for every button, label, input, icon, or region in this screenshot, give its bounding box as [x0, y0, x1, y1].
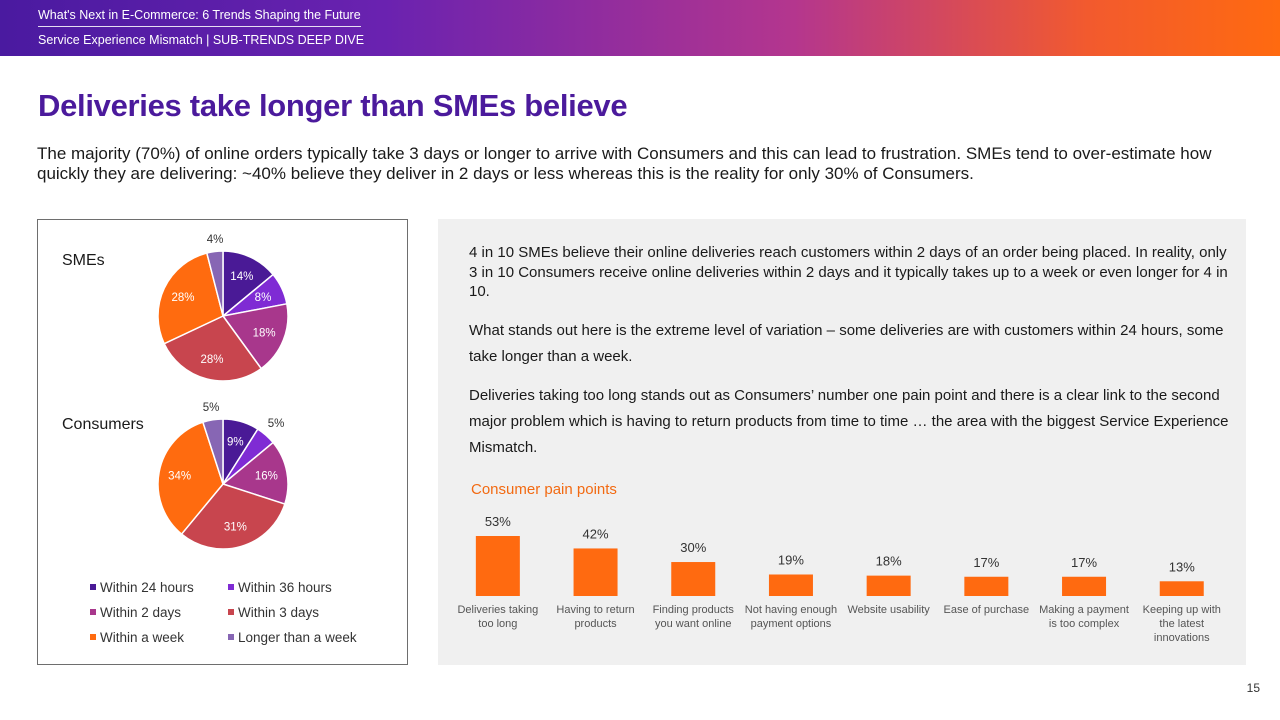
bar [671, 562, 716, 596]
deck-title: What's Next in E-Commerce: 6 Trends Shap… [38, 8, 361, 27]
header-banner: What's Next in E-Commerce: 6 Trends Shap… [0, 0, 1280, 56]
smes-pie-slice-2 [221, 302, 289, 370]
smes-pie-slice-5 [205, 250, 224, 317]
legend-swatch [90, 609, 96, 615]
smes-pie-label-3: 28% [200, 354, 223, 366]
insight-paragraph-1: 4 in 10 SMEs believe their online delive… [469, 244, 1228, 300]
bar-category-label: Website usability [847, 604, 930, 616]
insights-panel: 4 in 10 SMEs believe their online delive… [438, 219, 1246, 665]
consumers-pie-slice-4 [157, 421, 224, 536]
consumers-pie-title: Consumers [62, 416, 144, 433]
bar-value-label: 18% [876, 554, 902, 569]
consumers-pie-slice-5 [201, 418, 224, 485]
page-title: Deliveries take longer than SMEs believe [38, 88, 628, 123]
bar [1062, 576, 1107, 596]
bar-category-label: Ease of purchase [944, 604, 1030, 616]
bar-value-label: 42% [583, 526, 609, 541]
insight-paragraph-2: What stands out here is the extreme leve… [469, 322, 1224, 365]
bar-value-label: 17% [1071, 555, 1097, 570]
pie-charts: 14%8% 18% 28% 28% 4% 9% 5% 16% 31% 34% 5% [157, 234, 289, 550]
consumers-pie-slice-3 [180, 483, 286, 550]
consumers-pie-label-1: 5% [268, 418, 285, 430]
bar-category-label: Not having enough payment options [745, 604, 837, 630]
bar-value-label: 19% [778, 552, 804, 567]
legend-label: Within 36 hours [238, 580, 332, 595]
consumers-pie-label-2: 16% [255, 471, 278, 483]
legend-swatch [90, 634, 96, 640]
consumer-pain-points-chart: 53% Deliveries taking too long 42% Having to… [457, 514, 1221, 644]
legend-item: Longer than a week [228, 630, 357, 645]
legend-item: Within 2 days [90, 605, 181, 620]
smes-pie-slice-4 [157, 252, 224, 345]
legend-label: Within 3 days [238, 605, 320, 620]
consumers-pie-label-0: 9% [227, 437, 244, 449]
legend-swatch [228, 609, 234, 615]
legend-swatch [90, 584, 96, 590]
bar-category-label: Finding products you want online [653, 604, 735, 630]
bar [475, 536, 520, 596]
bar-value-label: 17% [973, 555, 999, 570]
legend-swatch [228, 584, 234, 590]
bar [866, 575, 911, 596]
consumers-pie-label-5: 5% [203, 402, 220, 414]
smes-pie-label-5: 4% [207, 234, 224, 246]
smes-pie-label-4: 28% [171, 292, 194, 304]
legend-item: Within 3 days [228, 605, 319, 620]
legend-label: Within a week [100, 630, 185, 645]
bar-category-label: Making a payment is too complex [1039, 604, 1129, 630]
smes-pie-label-2: 18% [253, 327, 276, 339]
bar-chart-title: Consumer pain points [471, 481, 617, 498]
bar-category-label: Deliveries taking too long [457, 604, 538, 630]
legend-label: Within 24 hours [100, 580, 194, 595]
bar-value-label: 13% [1169, 559, 1195, 574]
legend-label: Within 2 days [100, 605, 182, 620]
page-subtitle: The majority (70%) of online orders typi… [37, 144, 1212, 183]
legend-item: Within a week [90, 630, 184, 645]
legend-label: Longer than a week [238, 630, 357, 645]
section-title: Service Experience Mismatch | SUB-TRENDS… [38, 33, 365, 47]
bar [964, 576, 1009, 596]
bar [768, 574, 813, 596]
consumers-pie-label-4: 34% [168, 471, 191, 483]
bar-value-label: 53% [485, 514, 511, 529]
smes-pie-slice-3 [163, 315, 263, 382]
smes-pie-title: SMEs [62, 252, 105, 269]
smes-pie-label-0: 14% [230, 271, 253, 283]
bar-category-label: Having to return products [556, 604, 634, 630]
consumers-pie-label-3: 31% [224, 521, 247, 533]
legend-item: Within 24 hours [90, 580, 194, 595]
bar-category-label: Keeping up with the latest innovations [1143, 604, 1221, 644]
smes-pie-slice-0 [222, 250, 275, 318]
pie-charts-panel: 14% 8% 18% 28% 28% 4% 9% 5% 16% 31% 34% 5% SMEs Con… [37, 219, 408, 665]
legend-item: Within 36 hours [228, 580, 332, 595]
insight-paragraph-3: Deliveries taking too long stands out as… [469, 387, 1229, 456]
bar-value-label: 30% [680, 540, 706, 555]
bar [573, 548, 618, 596]
bar [1159, 581, 1204, 596]
page-number: 15 [1246, 681, 1260, 695]
legend-swatch [228, 634, 234, 640]
smes-pie-label-1: 8% [255, 292, 272, 304]
